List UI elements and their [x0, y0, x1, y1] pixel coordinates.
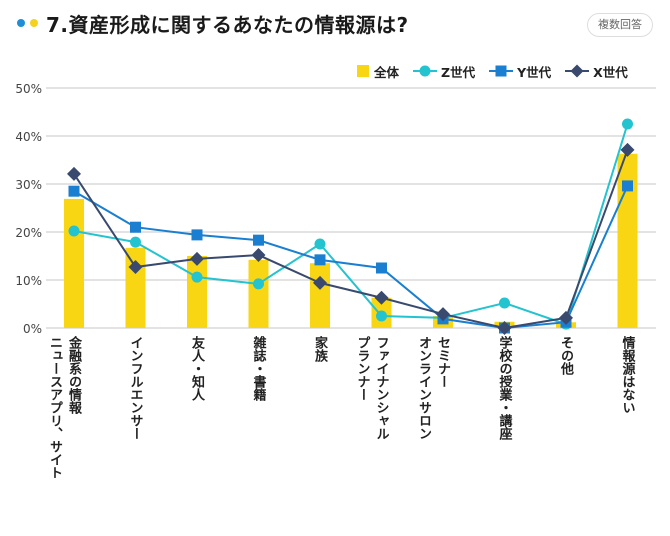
- x-point: [620, 142, 635, 157]
- z-point: [376, 310, 387, 322]
- multiple-answer-badge: 複数回答: [587, 13, 653, 37]
- legend-label: X世代: [593, 64, 628, 80]
- legend-diamond-line-icon: [565, 64, 590, 78]
- x-point: [313, 275, 327, 290]
- bar-all: [617, 153, 638, 328]
- x-tick-label: 金融系の情報 ニュースアプリ、サイト: [47, 336, 81, 479]
- legend-item-all: 全体: [356, 62, 399, 81]
- z-point: [622, 118, 633, 130]
- z-point: [253, 278, 264, 290]
- header: 7.資産形成に関するあなたの情報源は? 複数回答: [0, 0, 670, 48]
- x-point: [436, 307, 450, 322]
- z-point: [130, 236, 141, 248]
- y-tick-label: 50%: [15, 82, 42, 96]
- y-tick-label: 20%: [15, 226, 42, 240]
- legend-label: 全体: [374, 64, 400, 80]
- x-point: [251, 248, 266, 263]
- z-point: [499, 297, 510, 309]
- legend-label: Y世代: [517, 64, 552, 80]
- y-point: [68, 185, 80, 197]
- x-point: [374, 290, 389, 305]
- x-tick-label: 家族: [312, 336, 327, 362]
- x-tick-label: その他: [558, 336, 573, 375]
- y-point: [253, 234, 264, 246]
- legend-item-y: Y世代: [489, 62, 551, 81]
- series-line-3: [73, 149, 629, 330]
- bar-all: [187, 256, 207, 328]
- x-tick-label: インフルエンサー: [127, 336, 143, 440]
- y-tick-label: 40%: [15, 130, 42, 144]
- chart-title: 7.資産形成に関するあなたの情報源は?: [46, 13, 409, 37]
- bar-all: [248, 259, 269, 328]
- y-tick-label: 30%: [15, 178, 42, 192]
- y-tick-label: 0%: [23, 322, 42, 336]
- x-point: [559, 310, 573, 325]
- yellow-dot-icon: [30, 19, 38, 27]
- legend-label: Z世代: [441, 64, 476, 80]
- legend-circle-line-icon: [413, 65, 438, 77]
- x-point: [497, 321, 512, 335]
- legend: 全体 Z世代 Y世代 X世代: [356, 62, 628, 80]
- bar-all: [310, 263, 330, 328]
- bar-all: [125, 247, 146, 328]
- y-point: [191, 229, 203, 241]
- legend-item-z: Z世代: [413, 62, 475, 81]
- z-point: [68, 225, 80, 237]
- series-line-1: [73, 123, 629, 326]
- y-point: [314, 254, 326, 266]
- x-tick-label: セミナー オンラインサロン: [416, 336, 450, 440]
- z-point: [314, 238, 326, 250]
- blue-dot-icon: [17, 19, 25, 27]
- series-line-2: [73, 185, 629, 330]
- x-tick-label: ファイナンシャル プランナー: [354, 336, 389, 440]
- x-tick-label: 友人・知人: [189, 336, 204, 401]
- z-point: [191, 271, 203, 283]
- x-point: [128, 260, 143, 275]
- legend-item-x: X世代: [565, 62, 628, 81]
- y-tick-label: 10%: [15, 274, 42, 288]
- x-tick-label: 情報源はない: [619, 336, 635, 414]
- legend-bar-swatch-icon: [357, 65, 369, 77]
- y-point: [622, 180, 633, 192]
- legend-square-line-icon: [489, 65, 514, 77]
- x-point: [67, 166, 81, 181]
- y-point: [130, 221, 141, 233]
- x-tick-label: 学校の授業・講座: [496, 336, 512, 440]
- bar-all: [64, 198, 84, 328]
- x-tick-label: 雑誌・書籍: [250, 336, 266, 401]
- y-point: [376, 262, 387, 274]
- x-point: [190, 251, 204, 266]
